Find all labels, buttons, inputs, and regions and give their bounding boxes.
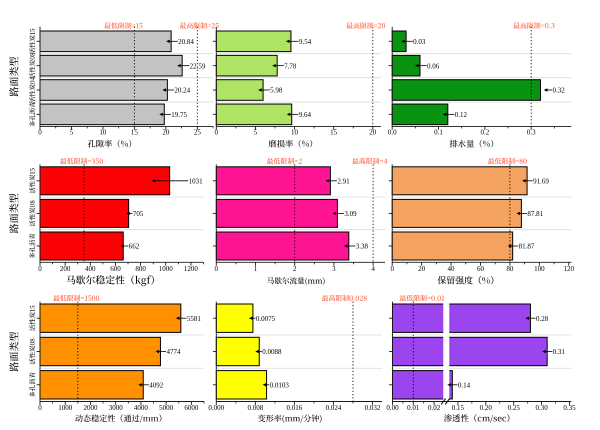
- svg-text:0.32: 0.32: [552, 87, 565, 95]
- svg-text:0.008: 0.008: [247, 404, 263, 412]
- svg-text:19.75: 19.75: [171, 111, 187, 119]
- svg-text:1031: 1031: [189, 177, 204, 185]
- svg-text:0.06: 0.06: [427, 62, 440, 70]
- svg-text:10: 10: [291, 129, 299, 137]
- svg-text:0: 0: [38, 404, 42, 412]
- svg-text:3.09: 3.09: [344, 210, 357, 218]
- svg-text:9.64: 9.64: [299, 111, 312, 119]
- svg-text:60: 60: [477, 265, 485, 273]
- svg-text:7.78: 7.78: [284, 62, 297, 70]
- svg-text:25: 25: [194, 129, 202, 137]
- svg-text:15: 15: [330, 129, 338, 137]
- svg-text:0.032: 0.032: [365, 404, 381, 412]
- svg-text:5.98: 5.98: [270, 87, 283, 95]
- svg-text:0.1: 0.1: [434, 129, 443, 137]
- svg-text:0.30: 0.30: [535, 404, 548, 412]
- svg-text:4774: 4774: [166, 348, 181, 356]
- svg-text:5: 5: [254, 129, 258, 137]
- svg-text:120: 120: [564, 265, 575, 273]
- svg-text:5: 5: [70, 129, 74, 137]
- svg-text:4092: 4092: [149, 381, 164, 389]
- svg-text:0.15: 0.15: [452, 404, 465, 412]
- svg-text:0.00: 0.00: [386, 404, 399, 412]
- svg-text:20.24: 20.24: [174, 87, 190, 95]
- svg-text:0.01: 0.01: [407, 404, 420, 412]
- svg-text:5000: 5000: [159, 404, 174, 412]
- svg-text:0: 0: [38, 129, 42, 137]
- svg-text:2.91: 2.91: [337, 177, 350, 185]
- svg-text:0: 0: [215, 265, 219, 273]
- svg-text:0.20: 0.20: [480, 404, 493, 412]
- svg-text:400: 400: [85, 265, 96, 273]
- svg-text:662: 662: [129, 243, 140, 251]
- svg-text:0: 0: [215, 129, 219, 137]
- svg-text:1: 1: [254, 265, 258, 273]
- svg-text:2: 2: [293, 265, 297, 273]
- svg-text:0.25: 0.25: [508, 404, 521, 412]
- svg-text:0.03: 0.03: [413, 38, 426, 46]
- svg-text:20: 20: [369, 129, 377, 137]
- svg-text:1200: 1200: [184, 265, 199, 273]
- svg-text:87.81: 87.81: [527, 210, 543, 218]
- svg-text:0.31: 0.31: [553, 348, 566, 356]
- svg-text:600: 600: [110, 265, 121, 273]
- svg-text:3.38: 3.38: [356, 243, 369, 251]
- svg-text:40: 40: [448, 265, 456, 273]
- svg-text:2000: 2000: [83, 404, 98, 412]
- svg-text:200: 200: [60, 265, 71, 273]
- svg-text:0.28: 0.28: [536, 315, 549, 323]
- svg-text:4: 4: [371, 265, 375, 273]
- svg-text:100: 100: [534, 265, 545, 273]
- svg-text:0.0: 0.0: [388, 129, 397, 137]
- svg-text:0.0103: 0.0103: [270, 381, 290, 389]
- svg-text:81.87: 81.87: [519, 243, 535, 251]
- svg-text:80: 80: [506, 265, 514, 273]
- svg-text:0.3: 0.3: [527, 129, 536, 137]
- svg-text:0.12: 0.12: [455, 111, 468, 119]
- svg-text:0.14: 0.14: [458, 381, 471, 389]
- svg-text:4000: 4000: [134, 404, 149, 412]
- svg-text:705: 705: [133, 210, 144, 218]
- svg-text:0.0075: 0.0075: [256, 315, 276, 323]
- svg-text:3000: 3000: [109, 404, 124, 412]
- svg-text:20: 20: [162, 129, 170, 137]
- svg-text:5581: 5581: [187, 315, 202, 323]
- svg-text:20: 20: [418, 265, 426, 273]
- svg-text:15: 15: [131, 129, 139, 137]
- svg-text:22.59: 22.59: [190, 62, 206, 70]
- svg-text:0.024: 0.024: [326, 404, 342, 412]
- svg-text:0.016: 0.016: [287, 404, 303, 412]
- svg-text:91.69: 91.69: [533, 177, 549, 185]
- svg-text:0.2: 0.2: [480, 129, 489, 137]
- svg-text:0: 0: [38, 265, 42, 273]
- svg-text:1000: 1000: [58, 404, 73, 412]
- svg-text:1000: 1000: [159, 265, 174, 273]
- svg-text:9.54: 9.54: [299, 38, 312, 46]
- svg-text:800: 800: [135, 265, 146, 273]
- svg-text:0.35: 0.35: [563, 404, 576, 412]
- svg-text:3: 3: [332, 265, 336, 273]
- svg-text:0.000: 0.000: [208, 404, 224, 412]
- svg-text:20.84: 20.84: [178, 38, 194, 46]
- svg-text:0.02: 0.02: [428, 404, 441, 412]
- svg-text:0: 0: [390, 265, 394, 273]
- svg-text:0.0088: 0.0088: [262, 348, 282, 356]
- svg-text:10: 10: [99, 129, 107, 137]
- svg-text:6000: 6000: [184, 404, 199, 412]
